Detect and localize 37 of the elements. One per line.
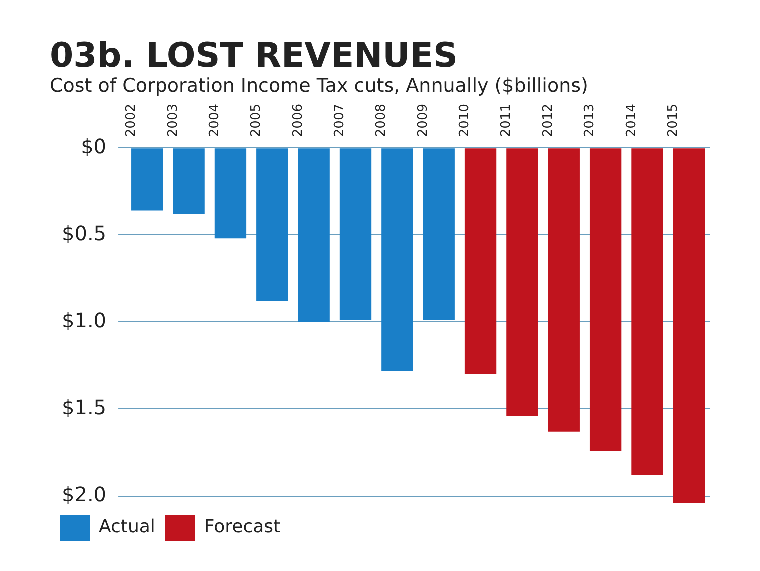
y-tick-label: $2.0 — [62, 482, 107, 507]
x-tick-label: 2009 — [416, 104, 431, 138]
bar — [506, 148, 538, 417]
x-tick-label: 2015 — [666, 104, 681, 138]
bar — [548, 148, 580, 432]
x-tick-label: 2010 — [458, 104, 473, 138]
x-tick-label: 2012 — [540, 104, 556, 138]
bar — [340, 148, 372, 321]
bar — [173, 148, 205, 215]
x-tick-label: 2013 — [582, 104, 598, 138]
y-tick-label: $0.5 — [62, 222, 107, 246]
x-tick-label: 2004 — [207, 104, 222, 138]
legend-label: Forecast — [204, 517, 281, 538]
bar — [423, 148, 455, 321]
chart-subtitle: Cost of Corporation Income Tax cuts, Annually ($billions) — [50, 75, 590, 98]
chart-title: 03b. LOST REVENUES — [50, 36, 459, 76]
bar — [214, 148, 247, 240]
x-tick-label: 2005 — [249, 104, 264, 138]
y-tick-label: $1.0 — [62, 308, 107, 333]
x-tick-label: 2006 — [290, 104, 306, 138]
bar — [464, 148, 497, 375]
x-tick-label: 2008 — [374, 104, 390, 138]
bar — [256, 148, 288, 302]
x-tick-label: 2002 — [124, 104, 140, 138]
y-tick-label: $1.5 — [62, 396, 107, 420]
x-tick-label: 2011 — [499, 104, 514, 138]
legend-label: Actual — [99, 517, 156, 538]
x-tick-label: 2003 — [166, 104, 181, 138]
x-tick-label: 2014 — [624, 104, 640, 138]
y-tick-label: $0 — [81, 134, 107, 159]
x-tick-label: 2007 — [332, 104, 348, 138]
bar — [382, 148, 414, 372]
bar — [298, 148, 330, 323]
bar — [132, 148, 164, 212]
bar — [673, 148, 705, 504]
bar — [632, 148, 664, 476]
bar — [590, 148, 622, 452]
